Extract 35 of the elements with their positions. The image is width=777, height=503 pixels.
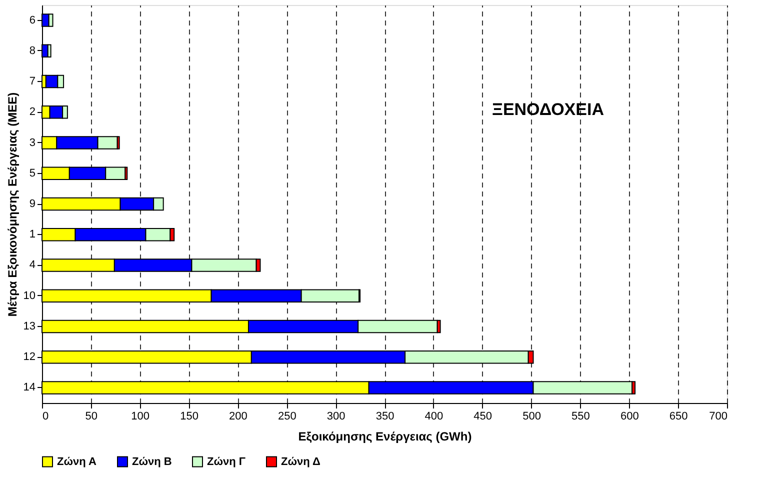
annotation: ΞΕΝΟΔΟΧΕΙΑ [492, 100, 604, 119]
y-tick-label: 6 [29, 14, 36, 26]
legend-label: Ζώνη Δ [281, 456, 320, 468]
x-tick-label: 700 [709, 410, 728, 422]
x-tick-label: 450 [474, 410, 492, 422]
y-tick-label: 3 [29, 136, 36, 149]
y-tick-label: 4 [29, 259, 36, 272]
x-axis-title: Εξοικόμησης Ενέργειας (GWh) [298, 430, 472, 444]
x-tick-label: 350 [376, 410, 394, 422]
x-tick-label: 100 [131, 410, 150, 422]
x-tick-label: 650 [669, 410, 688, 422]
x-tick-label: 250 [278, 410, 296, 422]
y-tick-label: 9 [29, 198, 36, 210]
x-tick-label: 600 [620, 410, 639, 422]
x-tick-label: 0 [42, 410, 49, 422]
x-tick-label: 200 [229, 410, 248, 422]
x-tick-label: 550 [572, 410, 590, 422]
x-tick-label: 50 [85, 410, 98, 422]
y-tick-label: 14 [23, 382, 36, 394]
y-tick-label: 1 [29, 228, 36, 241]
y-tick-label: 7 [29, 76, 36, 88]
x-tick-label: 500 [522, 410, 541, 422]
legend-label: Ζώνη Β [132, 456, 172, 468]
legend-label: Ζώνη Α [57, 456, 96, 468]
y-axis-title: Μέτρα Εξοικονόμησης Ενέργειας (ΜΕΕ) [5, 92, 20, 317]
y-tick-label: 10 [23, 290, 36, 302]
x-tick-label: 300 [326, 410, 346, 422]
y-tick-label: 2 [29, 106, 36, 118]
y-tick-label: 13 [23, 320, 36, 332]
legend-label: Ζώνη Γ [207, 456, 246, 468]
y-tick-label: 12 [23, 351, 36, 364]
x-tick-label: 150 [180, 410, 198, 422]
y-tick-label: 5 [29, 167, 36, 180]
x-tick-label: 400 [424, 410, 444, 422]
y-tick-label: 8 [29, 44, 36, 57]
